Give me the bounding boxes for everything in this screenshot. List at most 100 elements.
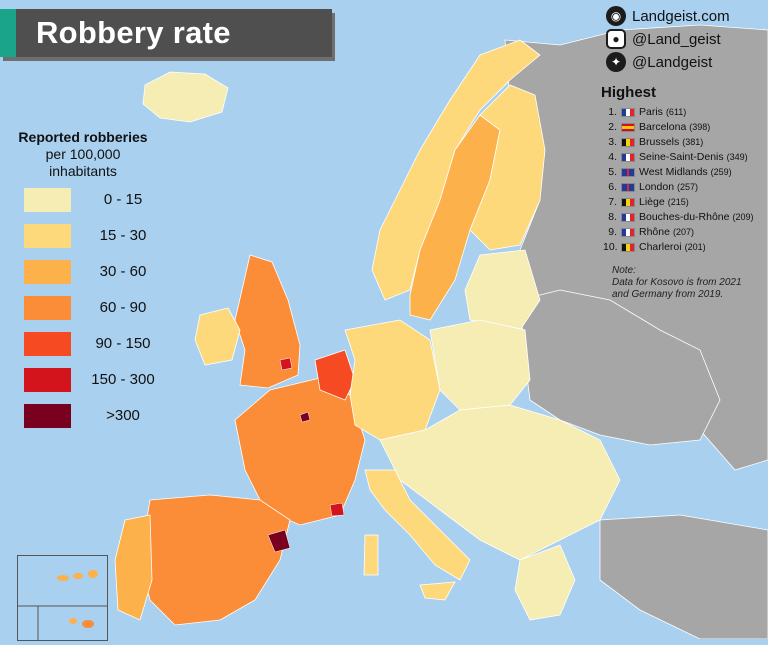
robbery-value: (215) <box>667 197 689 207</box>
central-europe-region <box>379 404 621 561</box>
rank-number: 4. <box>608 151 617 163</box>
highest-item: 2. Barcelona (398) <box>603 121 710 133</box>
highest-item: 10. Charleroi (201) <box>603 241 706 253</box>
london-hotspot <box>279 357 293 371</box>
twitter-icon: ✦ <box>606 52 626 72</box>
legend-swatch <box>24 332 71 356</box>
region-name: Seine-Saint-Denis <box>639 151 724 163</box>
highest-item: 3. Brussels (381) <box>603 136 703 148</box>
legend-label: 150 - 300 <box>91 371 155 388</box>
legend-label: 30 - 60 <box>99 263 147 280</box>
instagram-icon: ● <box>606 29 626 49</box>
belgium-flag <box>621 197 635 207</box>
region-name: Bouches-du-Rhône <box>639 211 730 223</box>
highest-item: 1. Paris (611) <box>603 106 686 118</box>
social-instagram[interactable]: ● @Land_geist <box>606 29 721 49</box>
ireland-region <box>194 307 241 366</box>
france-flag <box>621 152 635 162</box>
robbery-value: (207) <box>672 227 694 237</box>
uk-flag <box>621 167 635 177</box>
legend-title-line3: inhabitants <box>49 163 117 179</box>
instagram-text: @Land_geist <box>632 30 721 48</box>
rank-number: 9. <box>608 226 617 238</box>
legend-title-line1: Reported robberies <box>18 129 148 145</box>
title-accent-bar <box>0 9 16 57</box>
region-name: Rhône <box>639 226 670 238</box>
rank-number: 6. <box>608 181 617 193</box>
france-flag <box>621 212 635 222</box>
robbery-value: (209) <box>732 212 754 222</box>
spain-region <box>139 494 291 626</box>
rank-number: 8. <box>608 211 617 223</box>
portugal-region <box>114 514 153 621</box>
legend-label: 0 - 15 <box>103 191 143 208</box>
greece-region <box>514 544 576 621</box>
legend-swatch <box>24 224 71 248</box>
belgium-flag <box>621 242 635 252</box>
note: Note: Data for Kosovo is from 2021 and G… <box>612 265 762 301</box>
poland-region <box>429 319 531 411</box>
legend-title: Reported robberies per 100,000 inhabitan… <box>8 129 158 180</box>
iceland-region <box>142 71 229 123</box>
legend-label: 60 - 90 <box>99 299 147 316</box>
region-name: Charleroi <box>639 241 682 253</box>
legend-label: 90 - 150 <box>95 335 151 352</box>
rank-number: 2. <box>608 121 617 133</box>
title-banner: Robbery rate <box>0 9 332 57</box>
rank-number: 10. <box>603 241 618 253</box>
social-website[interactable]: ◉ Landgeist.com <box>606 6 730 26</box>
social-twitter[interactable]: ✦ @Landgeist <box>606 52 712 72</box>
highest-item: 5. West Midlands (259) <box>603 166 732 178</box>
rank-number: 5. <box>608 166 617 178</box>
barcelona-hotspot <box>267 529 291 553</box>
uk-region <box>234 254 301 389</box>
canary-islands-inset <box>17 555 108 641</box>
sardinia-region <box>363 534 379 576</box>
germany-region <box>344 319 441 441</box>
website-text: Landgeist.com <box>632 7 730 25</box>
robbery-value: (381) <box>682 137 704 147</box>
legend-label: >300 <box>106 407 140 424</box>
robbery-value: (611) <box>665 107 687 117</box>
belgium-flag <box>621 137 635 147</box>
region-name: London <box>639 181 675 193</box>
legend-swatch <box>24 260 71 284</box>
robbery-value: (259) <box>710 167 732 177</box>
region-name: West Midlands <box>639 166 708 178</box>
highest-item: 8. Bouches-du-Rhône (209) <box>603 211 754 223</box>
note-line-2: and Germany from 2019. <box>612 289 724 300</box>
finland-region <box>469 84 546 251</box>
robbery-value: (257) <box>677 182 699 192</box>
legend-swatch <box>24 368 71 392</box>
highest-item: 4. Seine-Saint-Denis (349) <box>603 151 748 163</box>
legend-swatch <box>24 296 71 320</box>
ukraine-belarus-region <box>519 289 721 446</box>
paris-hotspot <box>299 411 311 423</box>
legend-title-line2: per 100,000 <box>45 146 121 162</box>
uk-flag <box>621 182 635 192</box>
legend-label: 15 - 30 <box>99 227 147 244</box>
rank-number: 7. <box>608 196 617 208</box>
italy-region <box>364 469 471 581</box>
note-line-1: Data for Kosovo is from 2021 <box>612 277 742 288</box>
twitter-text: @Landgeist <box>632 53 713 71</box>
region-name: Barcelona <box>639 121 687 133</box>
marseille-hotspot <box>329 502 345 517</box>
robbery-value: (201) <box>684 242 706 252</box>
highest-item: 6. London (257) <box>603 181 698 193</box>
globe-icon: ◉ <box>606 6 626 26</box>
legend-swatch <box>24 404 71 428</box>
note-label: Note: <box>612 265 636 276</box>
rank-number: 1. <box>608 106 617 118</box>
highest-item: 9. Rhône (207) <box>603 226 694 238</box>
robbery-value: (349) <box>726 152 748 162</box>
rank-number: 3. <box>608 136 617 148</box>
highest-heading: Highest <box>601 84 657 101</box>
turkey-region <box>599 514 768 639</box>
region-name: Brussels <box>639 136 680 148</box>
legend-swatch <box>24 188 71 212</box>
france-flag <box>621 227 635 237</box>
sicily-region <box>419 581 456 601</box>
spain-flag <box>621 122 635 132</box>
